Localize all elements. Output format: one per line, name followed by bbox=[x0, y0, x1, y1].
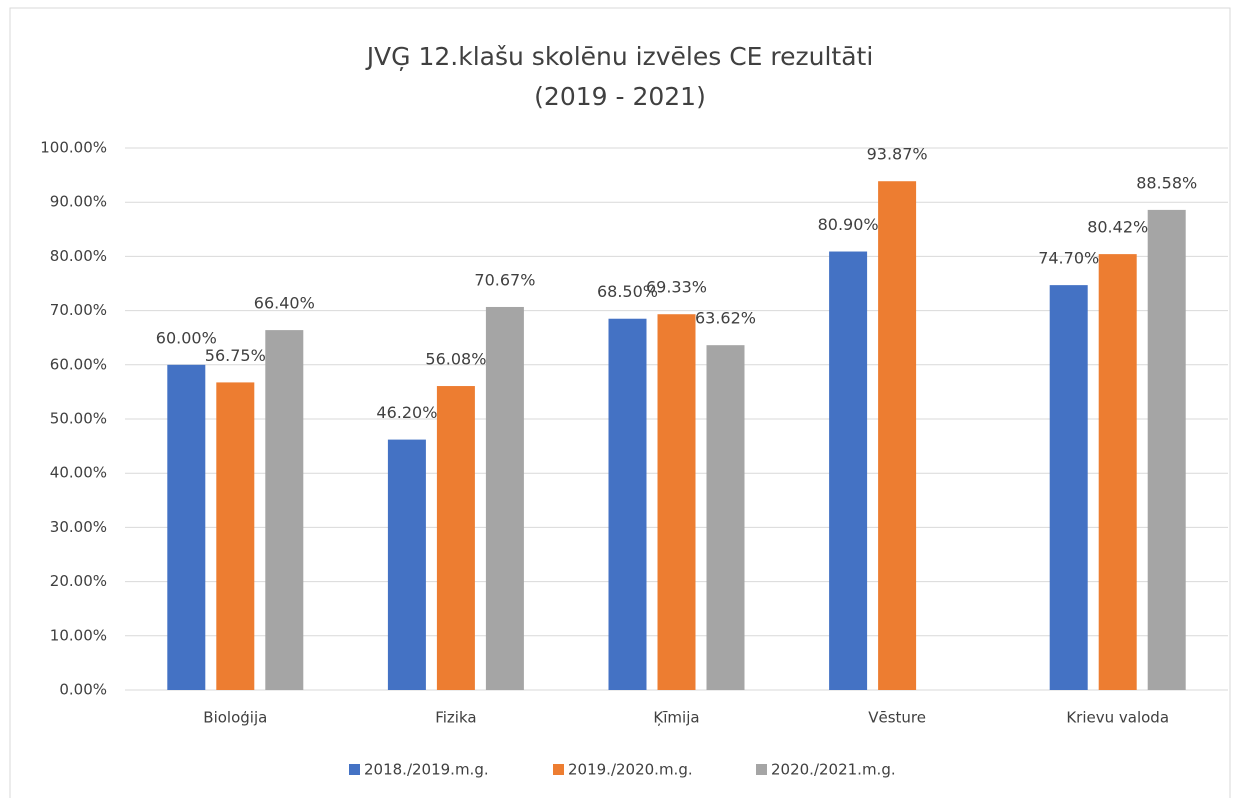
legend-swatch bbox=[553, 764, 564, 775]
y-tick-label: 50.00% bbox=[50, 410, 107, 428]
data-label: 80.42% bbox=[1087, 218, 1148, 237]
x-tick-label: Fizika bbox=[435, 709, 476, 727]
chart-title: JVĢ 12.klašu skolēnu izvēles CE rezultāt… bbox=[365, 42, 874, 71]
y-tick-label: 40.00% bbox=[50, 464, 107, 482]
x-tick-label: Vēsture bbox=[868, 709, 926, 727]
legend-swatch bbox=[349, 764, 360, 775]
y-tick-label: 80.00% bbox=[50, 247, 107, 265]
bar bbox=[485, 306, 524, 690]
bar bbox=[436, 386, 475, 690]
y-tick-label: 20.00% bbox=[50, 572, 107, 590]
data-label: 46.20% bbox=[376, 403, 437, 422]
bar bbox=[706, 345, 745, 690]
bar bbox=[829, 251, 868, 690]
data-label: 68.50% bbox=[597, 282, 658, 301]
chart-title: (2019 - 2021) bbox=[534, 82, 706, 111]
x-tick-label: Krievu valoda bbox=[1066, 709, 1169, 727]
data-label: 69.33% bbox=[646, 278, 707, 297]
bar bbox=[167, 364, 206, 690]
y-tick-label: 90.00% bbox=[50, 193, 107, 211]
legend-label: 2019./2020.m.g. bbox=[568, 761, 693, 779]
bar bbox=[1147, 209, 1186, 690]
y-tick-label: 60.00% bbox=[50, 355, 107, 373]
y-tick-label: 100.00% bbox=[40, 139, 107, 157]
data-label: 63.62% bbox=[695, 309, 756, 328]
legend-swatch bbox=[756, 764, 767, 775]
x-tick-label: Ķīmija bbox=[653, 709, 699, 727]
y-tick-label: 0.00% bbox=[59, 681, 107, 699]
bar bbox=[387, 439, 426, 690]
data-label: 56.08% bbox=[425, 350, 486, 369]
bar bbox=[878, 181, 917, 690]
bar bbox=[1049, 285, 1088, 690]
data-label: 56.75% bbox=[205, 346, 266, 365]
data-label: 93.87% bbox=[867, 145, 928, 164]
data-label: 88.58% bbox=[1136, 173, 1197, 192]
bar bbox=[216, 382, 255, 690]
y-tick-label: 10.00% bbox=[50, 626, 107, 644]
data-label: 80.90% bbox=[818, 215, 879, 234]
data-label: 60.00% bbox=[156, 328, 217, 347]
legend-label: 2018./2019.m.g. bbox=[364, 761, 489, 779]
bar bbox=[608, 318, 647, 690]
y-tick-label: 30.00% bbox=[50, 518, 107, 536]
legend-label: 2020./2021.m.g. bbox=[771, 761, 896, 779]
data-label: 66.40% bbox=[254, 294, 315, 313]
bar bbox=[657, 314, 696, 690]
x-tick-label: Bioloģija bbox=[203, 709, 267, 727]
bar bbox=[1098, 254, 1137, 690]
data-label: 70.67% bbox=[474, 270, 535, 289]
y-tick-label: 70.00% bbox=[50, 301, 107, 319]
bar bbox=[265, 330, 304, 690]
data-label: 74.70% bbox=[1038, 249, 1099, 268]
